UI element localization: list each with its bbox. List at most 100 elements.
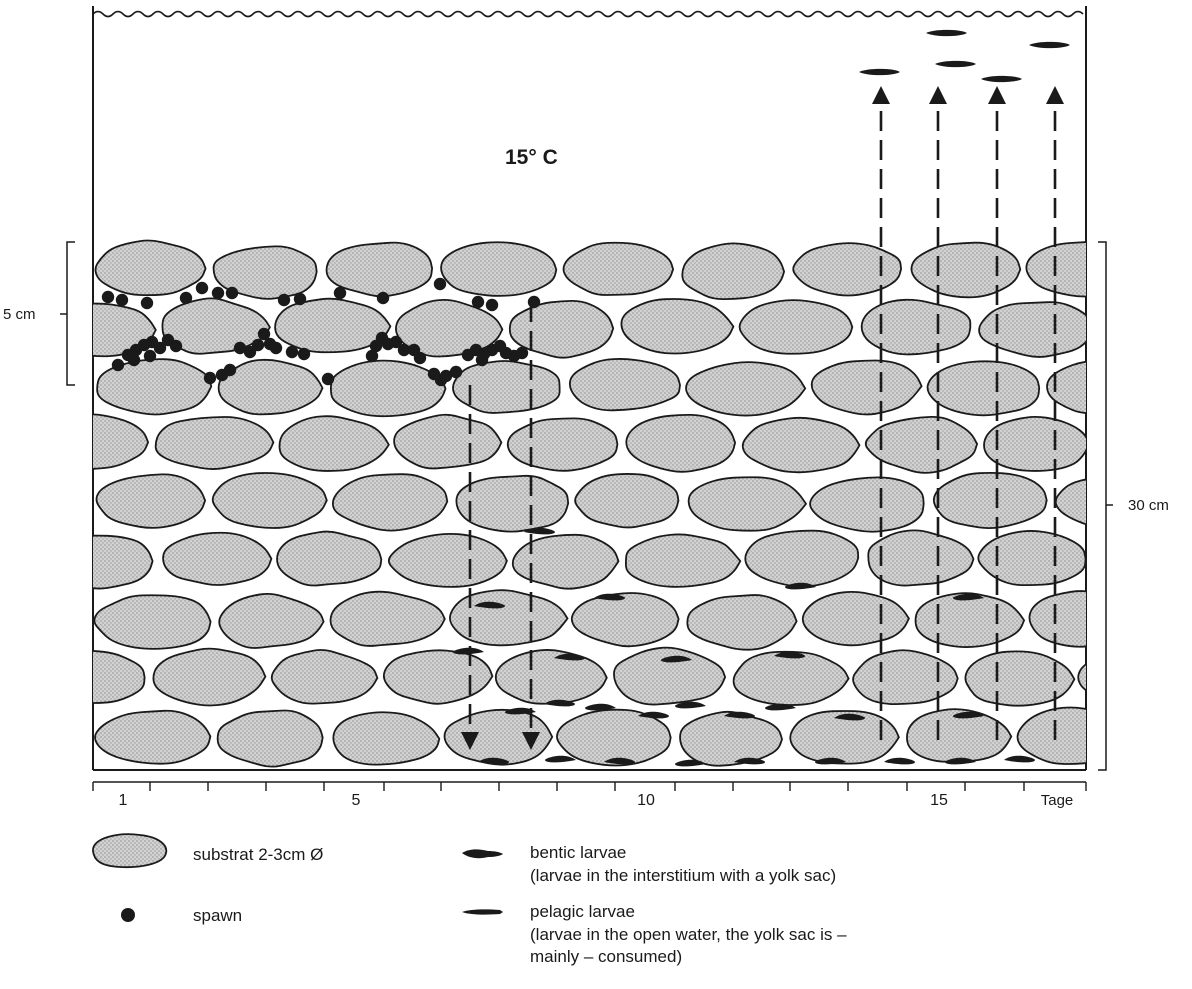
substrate-stone xyxy=(278,415,390,472)
substrate-stone xyxy=(440,241,558,297)
substrate-stone xyxy=(574,473,680,529)
legend-spawn-label: spawn xyxy=(193,906,242,925)
substrate-stone xyxy=(449,589,569,647)
substrate-stone xyxy=(506,417,619,472)
legend-substrate-swatch xyxy=(92,833,168,869)
substrate-stone xyxy=(685,361,807,417)
pelagic-larva xyxy=(859,68,900,76)
legend-pelagic-desc-2: mainly – consumed) xyxy=(530,947,682,966)
bentic-larva xyxy=(785,582,816,590)
pelagic-larva xyxy=(1029,41,1070,49)
bentic-larva xyxy=(675,759,706,767)
substrate-stone xyxy=(274,297,392,354)
bentic-larva xyxy=(1004,755,1035,763)
larvae-movement-arrows xyxy=(461,86,1064,750)
legend-pelagic-title: pelagic larvae xyxy=(530,902,635,921)
spawn-egg xyxy=(297,347,311,361)
axis-tick-label-15: 15 xyxy=(930,792,948,809)
substrate-stone xyxy=(625,533,742,588)
spawn-egg xyxy=(333,286,347,300)
spawn-egg xyxy=(433,277,447,291)
axis-unit-label: Tage xyxy=(1041,792,1074,809)
spawn-egg xyxy=(203,371,217,385)
substrate-stone xyxy=(556,708,672,767)
substrate-stone xyxy=(977,530,1086,587)
arrowhead-up xyxy=(988,86,1006,104)
bentic-larva xyxy=(524,527,555,535)
substrate-stone xyxy=(1077,663,1086,692)
spawn-egg xyxy=(179,291,193,305)
spawn-egg xyxy=(389,335,403,349)
day-axis: 1 5 10 15 Tage xyxy=(92,781,1087,809)
substrate-stone xyxy=(738,299,854,355)
bentic-larva xyxy=(724,711,755,719)
spawn-egg xyxy=(140,296,154,310)
substrate-stone xyxy=(926,360,1041,417)
substrate-stone xyxy=(801,590,910,647)
substrate-stone xyxy=(93,413,150,470)
substrate-stone xyxy=(93,594,212,650)
pelagic-larva xyxy=(926,29,967,37)
substrate-stone xyxy=(852,649,959,706)
substrate-stone xyxy=(681,242,786,301)
substrate-stone xyxy=(687,476,808,532)
bentic-larva xyxy=(661,655,692,663)
scale-right-label: 30 cm xyxy=(1128,497,1169,514)
spawn-egg xyxy=(211,286,225,300)
substrate-stone xyxy=(741,416,861,474)
spawn-egg xyxy=(115,293,129,307)
spawn-egg xyxy=(397,343,411,357)
substrate-stone xyxy=(93,534,154,590)
legend: substrat 2-3cm Ø spawn bentic larvae (la… xyxy=(92,833,847,966)
substrate-stone xyxy=(867,529,975,587)
arrowhead-up xyxy=(1046,86,1064,104)
spawn-egg xyxy=(485,298,499,312)
substrate-stone xyxy=(1046,360,1086,414)
substrate-stone xyxy=(330,359,447,418)
spawn-egg xyxy=(413,351,427,365)
substrate-stone xyxy=(508,299,615,359)
substrate-stone xyxy=(96,358,213,416)
scale-bracket-right: 30 cm xyxy=(1098,241,1169,771)
spawn-egg xyxy=(195,281,209,295)
substrate-stone xyxy=(332,473,449,532)
substrate-stone xyxy=(732,650,850,706)
substrate-stone xyxy=(568,358,681,412)
spawn-egg xyxy=(277,293,291,307)
bentic-larva xyxy=(774,651,805,659)
substrate-stone xyxy=(511,533,620,590)
substrate-stone xyxy=(161,297,271,355)
spawn-egg xyxy=(169,339,183,353)
axis-tick-label-10: 10 xyxy=(637,792,655,809)
spawn-egg xyxy=(269,341,283,355)
substrate-stone xyxy=(914,592,1026,648)
substrate-stone xyxy=(217,358,324,416)
substrate-stone xyxy=(964,650,1076,707)
substrate-stone xyxy=(1028,590,1086,648)
bentic-larva xyxy=(953,711,984,719)
legend-substrate-label: substrat 2-3cm Ø xyxy=(193,845,323,864)
spawn-egg xyxy=(471,295,485,309)
substrate-stone xyxy=(570,592,680,648)
spawn-egg xyxy=(223,363,237,377)
temperature-label: 15° C xyxy=(505,146,558,169)
spawn-egg xyxy=(143,349,157,363)
spawn-cluster xyxy=(101,277,541,387)
substrate-stone xyxy=(332,711,441,766)
substrate-stone xyxy=(452,360,561,414)
spawn-egg xyxy=(515,346,529,360)
bentic-larva xyxy=(815,757,846,765)
spawn-egg xyxy=(293,292,307,306)
bentic-larva xyxy=(604,757,635,765)
substrate-stone xyxy=(1096,531,1192,586)
substrate-layer xyxy=(93,239,1192,768)
substrate-stone xyxy=(1103,302,1192,354)
axis-tick-label-5: 5 xyxy=(352,792,361,809)
pelagic-larva xyxy=(935,60,976,68)
substrate-stone xyxy=(1134,713,1192,766)
spawn-egg xyxy=(243,345,257,359)
water-surface xyxy=(92,10,1084,18)
bentic-larva xyxy=(675,701,706,709)
substrate-stone xyxy=(329,590,446,647)
